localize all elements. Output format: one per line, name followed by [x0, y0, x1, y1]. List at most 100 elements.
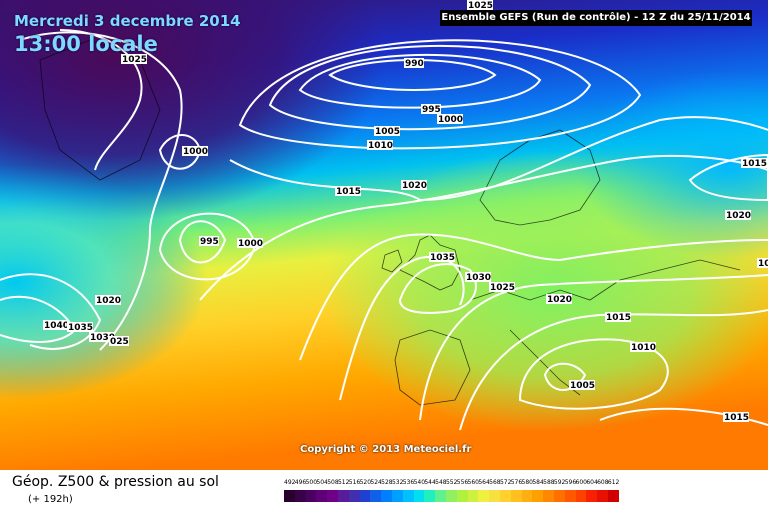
isobar-label-bg — [725, 210, 751, 220]
isobar-label: 1040 — [44, 321, 69, 331]
scale-swatch — [294, 490, 306, 502]
scale-swatch — [586, 490, 598, 502]
model-run-banner: Ensemble GEFS (Run de contrôle) - 12 Z d… — [440, 10, 752, 26]
scale-tick-label: 608 — [597, 479, 609, 486]
scale-swatch — [456, 490, 468, 502]
scale-swatch — [478, 490, 490, 502]
scale-tick-label: 496 — [294, 479, 307, 486]
scale-tick-label: 500 — [305, 479, 318, 486]
scale-swatch — [435, 490, 446, 502]
isobar-label-bg — [43, 320, 69, 330]
scale-swatch — [305, 490, 317, 502]
isobar-label: 1020 — [547, 295, 572, 305]
scale-tick-label: 492 — [284, 479, 296, 486]
scale-tick-label: 544 — [424, 479, 436, 486]
isobar-label-bg — [182, 146, 208, 156]
forecast-date: Mercredi 3 decembre 2014 — [14, 12, 241, 30]
isobar-label-bg — [757, 258, 768, 268]
isobar-label: 025 — [110, 337, 129, 347]
isobar-label-bg — [630, 342, 656, 352]
isobar-label-bg — [121, 54, 147, 64]
isobar-label-bg — [546, 294, 572, 304]
isobar-label: 1035 — [430, 253, 455, 263]
forecast-range: (+ 192h) — [28, 494, 73, 505]
isobar-label: 1020 — [96, 296, 121, 306]
copyright-notice: Copyright © 2013 Meteociel.fr — [300, 444, 472, 455]
scale-swatch — [337, 490, 349, 502]
scale-swatch — [543, 490, 554, 502]
isobar-label: 1020 — [402, 181, 427, 191]
isobar-label-bg — [741, 158, 767, 168]
scale-swatch — [553, 490, 565, 502]
isobar-label: 1015 — [742, 159, 767, 169]
scale-tick-label: 592 — [553, 479, 566, 486]
scale-swatch — [316, 490, 328, 502]
isobar-label: 990 — [405, 59, 424, 69]
scale-swatch — [489, 490, 500, 502]
scale-tick-label: 532 — [391, 479, 404, 486]
isobar-label: 1015 — [336, 187, 361, 197]
scale-swatch — [445, 490, 457, 502]
scale-swatch — [359, 490, 371, 502]
scale-swatch — [370, 490, 382, 502]
scale-swatch — [391, 490, 403, 502]
isobar-label-bg — [605, 312, 631, 322]
isobar-label: 1030 — [90, 333, 115, 343]
forecast-time: 13:00 locale — [14, 32, 158, 56]
scale-swatch — [381, 490, 392, 502]
isobar-label-bg — [723, 412, 749, 422]
isobar-label: 1030 — [466, 273, 491, 283]
scale-swatch — [597, 490, 608, 502]
isobar-label: 1000 — [238, 239, 263, 249]
isobar-label: 1000 — [183, 147, 208, 157]
isobar-label: 1010 — [631, 343, 656, 353]
scale-swatch — [348, 490, 360, 502]
scale-tick-label: 588 — [543, 479, 555, 486]
isobar-label: 1020 — [726, 211, 751, 221]
scale-tick-label: 552 — [445, 479, 458, 486]
scale-tick-label: 576 — [510, 479, 523, 486]
isobar-label-bg — [437, 114, 463, 124]
scale-tick-label: 564 — [478, 479, 490, 486]
scale-tick-label: 604 — [586, 479, 598, 486]
scale-swatch — [424, 490, 436, 502]
scale-swatch — [510, 490, 522, 502]
isobar-label: 1025 — [468, 1, 493, 11]
scale-tick-label: 560 — [467, 479, 479, 486]
isobar-label: 1025 — [490, 283, 515, 293]
scale-tick-label: 596 — [564, 479, 577, 486]
scale-swatch — [564, 490, 576, 502]
isobar-label-bg — [429, 252, 455, 262]
scale-swatch — [413, 490, 425, 502]
scale-tick-label: 512 — [337, 479, 350, 486]
scale-tick-label: 504 — [316, 479, 328, 486]
scale-tick-label: 548 — [435, 479, 447, 486]
isobar-label-bg — [404, 58, 424, 68]
scale-tick-label: 520 — [359, 479, 372, 486]
isobar-label-bg — [95, 295, 121, 305]
isobar-label-bg — [421, 104, 441, 114]
isobar-label-bg — [367, 140, 393, 150]
scale-swatch — [284, 490, 295, 502]
isobar-label-bg — [569, 380, 595, 390]
isobar-label-bg — [335, 186, 361, 196]
scale-tick-label: 572 — [499, 479, 512, 486]
isobar-label: 1015 — [724, 413, 749, 423]
scale-tick-label: 508 — [327, 479, 339, 486]
isobar-label-bg — [237, 238, 263, 248]
scale-tick-label: 612 — [607, 479, 620, 486]
isobar-label-bg — [467, 0, 493, 10]
isobar-label: 1010 — [368, 141, 393, 151]
scale-tick-label: 600 — [575, 479, 587, 486]
color-scale — [284, 490, 619, 502]
scale-tick-label: 556 — [456, 479, 469, 486]
isobar-label: 1015 — [606, 313, 631, 323]
scale-tick-label: 516 — [348, 479, 361, 486]
scale-swatch — [402, 490, 414, 502]
scale-tick-label: 580 — [521, 479, 533, 486]
map-title: Géop. Z500 & pression au sol — [12, 474, 219, 490]
weather-map: 1025990102599510001005101010001015102099… — [0, 0, 768, 470]
isobar-label-bg — [109, 336, 129, 346]
isobar-label-bg — [199, 236, 219, 246]
scale-swatch — [499, 490, 511, 502]
